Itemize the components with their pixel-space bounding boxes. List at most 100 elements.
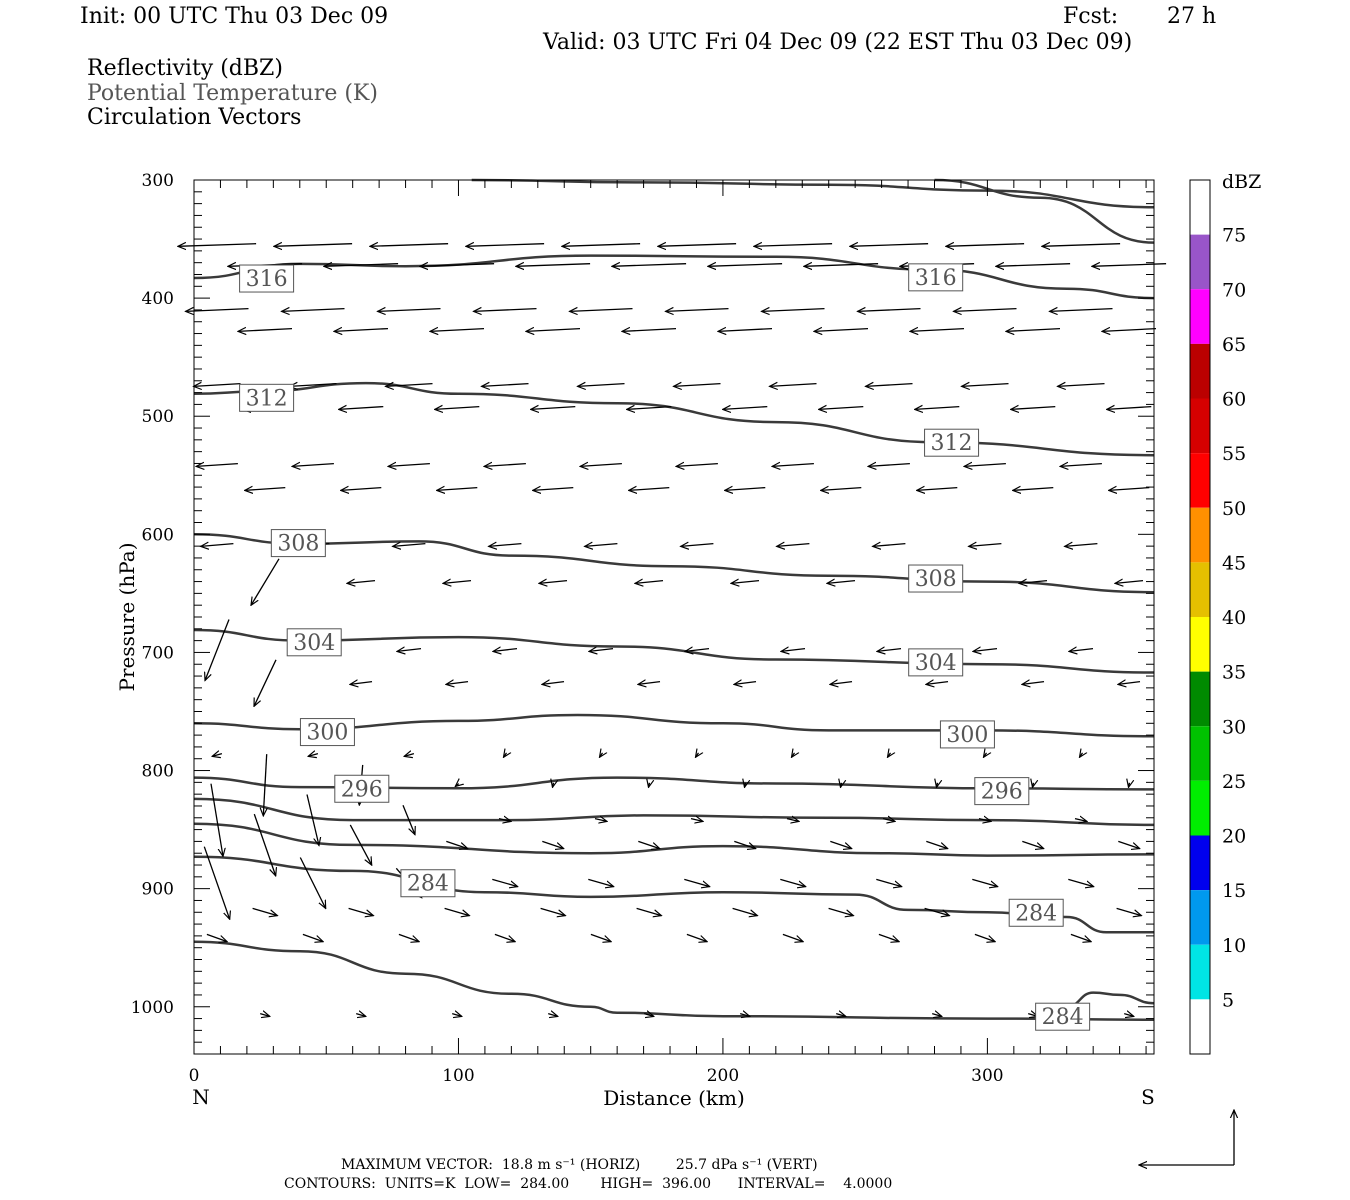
circulation-vector [302,933,323,941]
contour-line-4 [193,381,1155,457]
circulation-vector [676,464,718,467]
contour-line-10 [193,822,1155,857]
circulation-vector [878,933,899,941]
contour-label-box [299,718,355,747]
circulation-vector [253,813,275,876]
init-time: Init: 00 UTC Thu 03 Dec 09 [80,4,389,29]
circulation-vector [455,784,458,787]
circulation-vector [926,682,949,685]
legend-label: 70 [1222,279,1246,301]
contour-line-2 [934,178,1155,244]
circulation-vector [578,384,625,387]
y-tick-label: 300 [142,171,174,191]
circulation-vector [638,682,661,685]
circulation-vector [828,907,854,915]
circulation-vector [516,264,591,267]
contour-label-300: 300 [946,723,988,748]
circulation-vector [666,309,729,312]
circulation-vector [370,244,449,247]
valid-time: Valid: 03 UTC Fri 04 Dec 09 (22 EST Thu … [543,30,1133,55]
circulation-vector [969,544,1002,547]
circulation-vector [954,309,1017,312]
circulation-vector [526,329,581,332]
contour-label-box [908,648,964,677]
circulation-vector [263,754,266,816]
circulation-vector [830,840,851,848]
circulation-vector [932,1014,942,1017]
circulation-vector [600,753,603,758]
legend-swatch [1190,507,1210,563]
x-tick-label: 0 [189,1066,200,1086]
circulation-vector [482,384,529,387]
circulation-vector [850,244,929,247]
circulation-vector [548,1014,558,1017]
circulation-vector [734,682,757,685]
y-tick-label: 600 [142,525,174,545]
circulation-vector [1042,244,1121,247]
circulation-vector [836,1014,846,1017]
legend-swatch [1190,671,1210,727]
circulation-vector [786,819,799,822]
legend-swatch [1190,562,1210,617]
legend-label: 30 [1222,716,1246,738]
circulation-vector [821,488,862,491]
circulation-vector [589,649,614,652]
circulation-vector [533,488,574,491]
circulation-vector [260,1014,270,1017]
y-tick-label: 700 [142,643,174,663]
y-tick-label: 900 [142,880,174,900]
circulation-vector [570,309,633,312]
theta-contours [193,178,1155,1021]
circulation-vector [196,464,238,467]
circulation-vector [443,581,472,584]
contour-label-box [270,529,326,558]
circulation-vector [770,384,817,387]
circulation-vector [553,783,554,788]
circulation-vector [888,753,891,758]
legend-label: 40 [1222,607,1246,629]
circulation-vector [282,309,345,312]
circulation-vector [873,544,906,547]
circulation-vector [402,805,415,834]
circulation-vector [1118,840,1139,848]
circulation-vector [420,264,495,267]
y-tick-label: 800 [142,762,174,782]
circulation-vector [594,819,607,822]
circulation-vector [542,840,563,848]
circulation-vector [562,244,641,247]
y-tick-label: 400 [142,289,174,309]
circulation-vector [910,329,965,332]
circulation-vector [1115,581,1144,584]
circulation-vector [203,846,229,920]
circulation-vector [804,264,879,267]
legend-swatch [1190,890,1210,945]
circulation-vector [740,1014,750,1017]
circulation-vector [588,878,613,886]
circulation-vector [1006,329,1061,332]
circulation-vector [924,907,950,915]
circulation-vector [493,649,518,652]
circulation-vector [435,407,480,410]
circulation-vector [474,309,537,312]
circulation-vector [540,907,566,915]
contour-label-box [400,869,456,898]
circulation-vector [1022,682,1045,685]
x-tick-label: 300 [971,1066,1003,1086]
circulation-vector [1058,384,1105,387]
legend-swatch [1190,180,1210,235]
circulation-vector [973,649,998,652]
legend-swatch [1190,343,1210,399]
circulation-vector [917,488,958,491]
circulation-vector [1060,464,1102,467]
circulation-vector [348,907,374,915]
circulation-vector [962,384,1009,387]
circulation-vector [866,384,913,387]
circulation-vector [974,933,995,941]
circulation-vector [205,619,230,681]
circulation-vector [696,753,699,758]
circulation-vector [339,407,384,410]
legend-swatch [1190,835,1210,891]
circulation-vector [306,794,319,846]
circulation-vector [1107,407,1152,410]
